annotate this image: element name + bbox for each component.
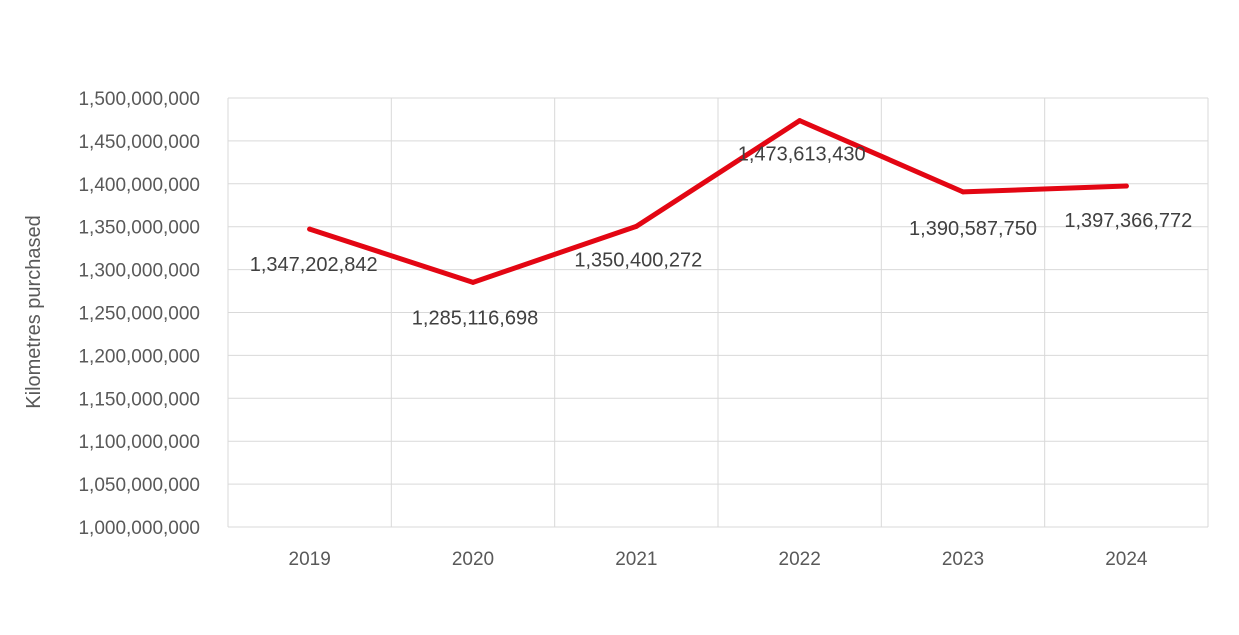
data-point (307, 226, 313, 232)
data-label: 1,473,613,430 (738, 144, 866, 166)
data-point (1123, 183, 1129, 189)
y-tick-label: 1,000,000,000 (78, 518, 200, 539)
data-point (960, 189, 966, 195)
data-labels: 1,347,202,842 1,285,116,698 1,350,400,272 1… (250, 144, 1193, 330)
y-tick-label: 1,200,000,000 (78, 346, 200, 367)
x-tick-label: 2022 (779, 549, 821, 570)
data-label: 1,285,116,698 (412, 307, 538, 329)
series-lines (307, 118, 1129, 285)
x-tick-label: 2020 (452, 549, 494, 570)
x-tick-label: 2019 (289, 549, 331, 570)
data-label: 1,347,202,842 (250, 254, 378, 276)
series-line (307, 118, 1129, 285)
y-axis-title: Kilometres purchased (23, 215, 45, 408)
y-tick-label: 1,150,000,000 (78, 389, 200, 410)
data-point (633, 223, 639, 229)
y-tick-label: 1,500,000,000 (78, 89, 200, 110)
y-tick-label: 1,300,000,000 (78, 261, 200, 282)
y-tick-label: 1,250,000,000 (78, 304, 200, 325)
y-tick-label: 1,400,000,000 (78, 175, 200, 196)
x-axis-ticks: 2019 2020 2021 2022 2023 2024 (289, 549, 1148, 570)
data-label: 1,350,400,272 (574, 249, 702, 271)
data-point (470, 279, 476, 285)
y-tick-label: 1,450,000,000 (78, 132, 200, 153)
x-tick-label: 2024 (1105, 549, 1148, 570)
data-label: 1,390,587,750 (909, 218, 1037, 240)
y-tick-label: 1,100,000,000 (78, 432, 200, 453)
x-tick-label: 2021 (615, 549, 657, 570)
y-tick-label: 1,350,000,000 (78, 218, 200, 239)
data-label: 1,397,366,772 (1064, 210, 1192, 232)
data-point (797, 118, 803, 124)
gridlines (227, 97, 1209, 528)
y-axis-ticks: 1,000,000,000 1,050,000,000 1,100,000,000 1… (78, 89, 200, 539)
x-tick-label: 2023 (942, 549, 984, 570)
y-tick-label: 1,050,000,000 (78, 475, 200, 496)
